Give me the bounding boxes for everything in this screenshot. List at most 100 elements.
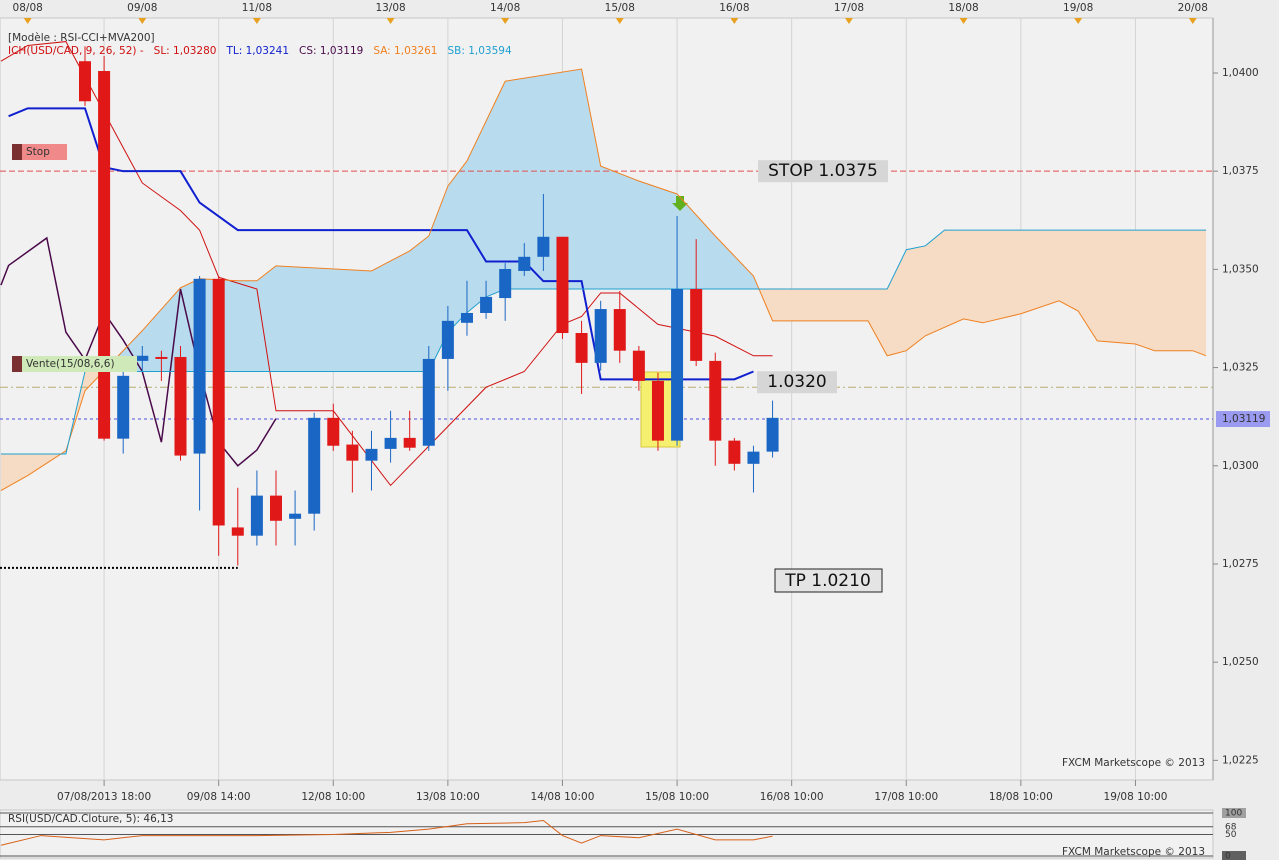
level-label: 1.0320 [767,372,826,392]
candle-body [671,289,684,441]
legend-entry: CS: 1,03119 [299,45,363,57]
date-marker [252,18,261,24]
candle-body [136,355,149,361]
candle-body [441,320,454,359]
x-tick-label: 19/08 10:00 [1104,791,1168,803]
candle-body [728,440,741,464]
candle-body [174,356,187,456]
x-tick-label: 12/08 10:00 [301,791,365,803]
candle-body [98,71,111,439]
rsi-line [0,820,773,846]
date-label: 11/08 [242,2,272,14]
y-tick-label: 1,0400 [1222,67,1259,79]
candle-body [480,296,493,313]
y-tick-label: 1,0225 [1222,754,1259,766]
date-marker [1074,18,1083,24]
indicator-line [0,68,1207,491]
candle-body [460,312,473,323]
rsi-tick-label: 0 [1225,852,1231,860]
date-label: 17/08 [834,2,864,14]
date-label: 13/08 [375,2,405,14]
candle-body [766,417,779,452]
watermark: FXCM Marketscope © 2013 [1062,757,1205,769]
cloud-fill [0,69,1207,454]
candle-body [747,451,760,464]
date-label: 18/08 [948,2,978,14]
x-tick-label: 13/08 10:00 [416,791,480,803]
date-marker [138,18,147,24]
candle-body [632,350,645,381]
x-tick-label: 17/08 10:00 [874,791,938,803]
candle-body [537,236,550,257]
date-marker [615,18,624,24]
date-marker [730,18,739,24]
indicator-line [8,107,754,381]
date-label: 20/08 [1178,2,1208,14]
marker-box [22,356,137,372]
rsi-tick-box [1222,808,1246,818]
rsi-tick-label: 68 [1225,822,1237,832]
date-marker [959,18,968,24]
candle-body [193,278,206,454]
candle-body [289,513,302,519]
date-label: 08/08 [13,2,43,14]
y-tick-label: 1,0300 [1222,460,1259,472]
date-label: 09/08 [127,2,157,14]
candle-body [269,495,282,521]
y-tick-label: 1,0325 [1222,362,1259,374]
indicator-line [0,41,773,487]
marker-label: Stop [26,146,50,158]
candle-body [327,417,340,446]
rsi-tick-box [1222,851,1246,860]
last-price-box [1216,411,1270,428]
marker-icon [12,356,22,372]
signal-arrow [672,196,688,211]
candle-body [709,360,722,441]
x-tick-label: 14/08 10:00 [531,791,595,803]
x-tick-label: 18/08 10:00 [989,791,1053,803]
legend: ICH(USD/CAD, 9, 26, 52) - SL: 1,03280 TL: … [8,45,512,57]
rsi-tick-label: 50 [1225,830,1237,840]
candle-body [250,495,263,536]
candle-body [384,437,397,449]
marker-icon [12,144,22,160]
date-label: 19/08 [1063,2,1093,14]
last-price-label: 1,03119 [1222,413,1265,425]
x-tick-label: 07/08/2013 18:00 [57,791,151,803]
candle-body [690,289,703,361]
marker-box [22,144,67,160]
x-tick-label: 16/08 10:00 [760,791,824,803]
date-label: 16/08 [719,2,749,14]
tp-label: TP 1.0210 [784,571,871,591]
rsi-tick-label: 100 [1225,809,1242,819]
date-label: 15/08 [605,2,635,14]
indicator-label: ICH(USD/CAD, 9, 26, 52) - [8,45,144,57]
candle-body [231,527,244,536]
candle-body [403,437,416,448]
level-label-box [757,371,837,394]
level-label: STOP 1.0375 [768,161,878,181]
legend-entry: SB: 1,03594 [447,45,511,57]
candle-body [117,375,130,439]
x-tick-label: 09/08 14:00 [187,791,251,803]
candle-body [422,358,435,446]
date-marker [23,18,32,24]
rsi-label: RSI(USD/CAD.Cloture, 5): 46,13 [8,813,173,825]
date-label: 14/08 [490,2,520,14]
level-label-box [758,160,888,183]
candle-body [651,380,664,441]
watermark: FXCM Marketscope © 2013 [1062,846,1205,858]
candle-body [556,236,569,334]
candle-body [613,309,626,351]
date-marker [1188,18,1197,24]
y-tick-label: 1,0275 [1222,558,1259,570]
date-marker [501,18,510,24]
candle-body [78,61,91,102]
legend-entry: SL: 1,03280 [154,45,217,57]
candle-body [575,333,588,363]
candle-body [308,417,321,514]
candle-body [212,278,225,526]
y-tick-label: 1,0250 [1222,656,1259,668]
